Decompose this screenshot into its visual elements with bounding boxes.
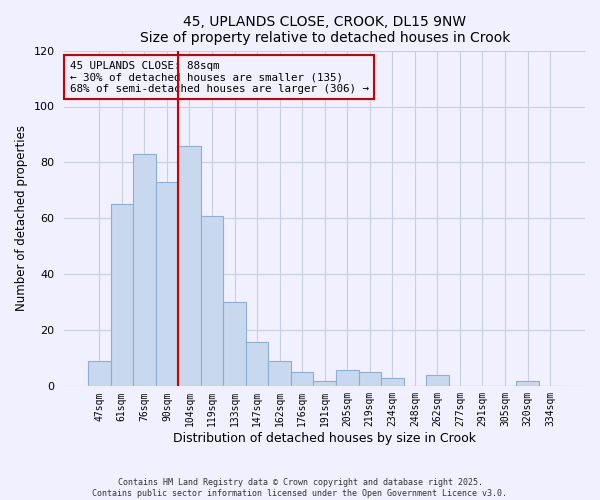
Bar: [516, 380, 539, 386]
Text: Contains HM Land Registry data © Crown copyright and database right 2025.
Contai: Contains HM Land Registry data © Crown c…: [92, 478, 508, 498]
Bar: [223, 302, 246, 386]
Bar: [133, 154, 155, 386]
Bar: [313, 380, 336, 386]
Bar: [291, 372, 313, 386]
Bar: [88, 361, 110, 386]
X-axis label: Distribution of detached houses by size in Crook: Distribution of detached houses by size …: [173, 432, 476, 445]
Bar: [381, 378, 404, 386]
Bar: [178, 146, 201, 386]
Bar: [246, 342, 268, 386]
Text: 45 UPLANDS CLOSE: 88sqm
← 30% of detached houses are smaller (135)
68% of semi-d: 45 UPLANDS CLOSE: 88sqm ← 30% of detache…: [70, 60, 368, 94]
Bar: [201, 216, 223, 386]
Bar: [336, 370, 359, 386]
Bar: [359, 372, 381, 386]
Y-axis label: Number of detached properties: Number of detached properties: [15, 126, 28, 312]
Bar: [268, 361, 291, 386]
Bar: [426, 375, 449, 386]
Title: 45, UPLANDS CLOSE, CROOK, DL15 9NW
Size of property relative to detached houses : 45, UPLANDS CLOSE, CROOK, DL15 9NW Size …: [140, 15, 510, 45]
Bar: [155, 182, 178, 386]
Bar: [110, 204, 133, 386]
